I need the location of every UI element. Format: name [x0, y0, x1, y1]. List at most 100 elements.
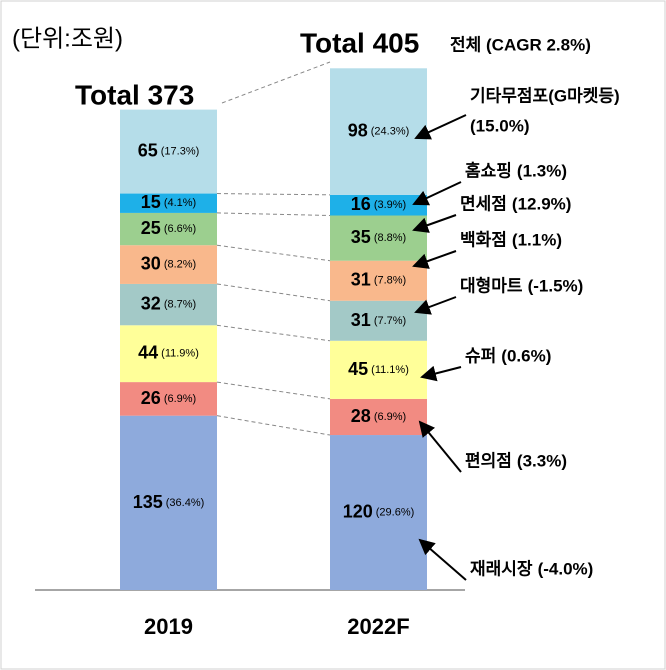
value-label: 31 (7.8%) — [351, 269, 406, 289]
value-label: 65 (17.3%) — [138, 140, 200, 160]
bar-segment — [330, 260, 427, 301]
series-name: 홈쇼핑 — [465, 160, 512, 180]
value-label: 16 (3.9%) — [351, 194, 406, 214]
bar-segment — [120, 325, 217, 383]
value-number: 15 — [141, 192, 161, 212]
value-label: 135 (36.4%) — [133, 492, 205, 512]
bar-segment — [120, 415, 217, 590]
share-label: (17.3%) — [161, 145, 200, 157]
value-label: 26 (6.9%) — [141, 388, 196, 408]
share-label: (6.9%) — [374, 411, 406, 423]
series-growth: (3.3%) — [517, 451, 567, 470]
connector — [216, 193, 331, 196]
series-growth: (-1.5%) — [528, 276, 584, 295]
unit-label: (단위:조원) — [12, 25, 123, 52]
connector — [216, 415, 331, 436]
series-growth: (12.9%) — [512, 194, 572, 213]
value-number: 120 — [343, 501, 373, 521]
share-label: (7.7%) — [374, 315, 406, 327]
total-label: Total 373 — [75, 79, 194, 110]
share-label: (36.4%) — [166, 497, 205, 509]
series-growth: (-4.0%) — [538, 559, 594, 578]
arrow — [418, 420, 462, 473]
series-growth: (15.0%) — [470, 116, 530, 135]
arrow — [414, 296, 457, 315]
series-name: 면세점 — [460, 194, 507, 213]
value-number: 135 — [133, 492, 163, 512]
value-number: 30 — [141, 253, 161, 273]
connector — [221, 61, 331, 104]
connector — [216, 244, 331, 262]
series-growth: (1.3%) — [517, 161, 567, 180]
bar-segment — [120, 283, 217, 326]
bar-segment — [330, 300, 427, 341]
arrow — [420, 365, 462, 382]
bar-segment — [330, 194, 427, 216]
overall-cagr: 전체 (CAGR 2.8%) — [450, 35, 591, 54]
share-label: (8.8%) — [374, 232, 406, 244]
series-growth: (0.6%) — [501, 346, 551, 365]
connector — [216, 283, 331, 302]
value-label: 25 (6.6%) — [141, 218, 196, 238]
series-name: 편의점 — [465, 451, 512, 470]
series-name: 백화점 — [460, 230, 507, 249]
value-number: 44 — [138, 342, 158, 362]
bar-segment — [120, 382, 217, 416]
value-label: 120 (29.6%) — [343, 501, 415, 521]
value-number: 35 — [351, 227, 371, 247]
arrow — [412, 181, 462, 206]
share-label: (24.3%) — [371, 125, 410, 137]
series-name: 대형마트 — [460, 275, 523, 295]
bar-segment — [330, 215, 427, 261]
bar-segment — [330, 435, 427, 590]
bar-segment — [330, 68, 427, 195]
share-label: (8.2%) — [164, 258, 196, 270]
series-name: 기타무점포(G마켓등) — [470, 86, 620, 105]
total-label: Total 405 — [300, 27, 419, 58]
share-label: (6.6%) — [164, 223, 196, 235]
value-label: 98 (24.3%) — [348, 120, 410, 140]
value-label: 32 (8.7%) — [141, 293, 196, 313]
share-label: (6.9%) — [164, 393, 196, 405]
share-label: (29.6%) — [376, 506, 415, 518]
value-label: 44 (11.9%) — [138, 342, 199, 362]
value-number: 16 — [351, 194, 371, 214]
value-label: 45 (11.1%) — [348, 359, 409, 379]
value-number: 32 — [141, 293, 161, 313]
value-label: 15 (4.1%) — [141, 192, 196, 212]
arrow — [412, 250, 457, 269]
value-label: 30 (8.2%) — [141, 253, 196, 273]
share-label: (7.8%) — [374, 275, 406, 287]
bar-segment — [120, 193, 217, 213]
bar-segment — [330, 340, 427, 399]
share-label: (8.7%) — [164, 299, 196, 311]
arrow — [414, 114, 467, 140]
value-number: 28 — [351, 406, 371, 426]
series-name: 재래시장 — [470, 559, 533, 578]
connector — [216, 212, 331, 217]
value-number: 31 — [351, 310, 371, 330]
value-number: 26 — [141, 388, 161, 408]
share-label: (4.1%) — [164, 197, 196, 209]
x-tick-label: 2019 — [144, 614, 193, 639]
value-label: 35 (8.8%) — [351, 227, 406, 247]
share-label: (11.1%) — [371, 364, 409, 376]
bar-segment — [120, 109, 217, 194]
value-number: 98 — [348, 120, 368, 140]
share-label: (11.9%) — [161, 348, 199, 360]
value-label: 28 (6.9%) — [351, 406, 406, 426]
value-number: 31 — [351, 269, 371, 289]
share-label: (3.9%) — [374, 199, 406, 211]
series-growth: (1.1%) — [512, 230, 562, 249]
value-label: 31 (7.7%) — [351, 310, 406, 330]
connector — [216, 324, 331, 342]
bar-segment — [120, 245, 217, 284]
value-number: 45 — [348, 359, 368, 379]
bar-segment — [330, 398, 427, 436]
connector — [216, 381, 331, 400]
arrow — [418, 538, 467, 581]
value-number: 25 — [141, 218, 161, 238]
bar-segment — [120, 212, 217, 246]
x-tick-label: 2022F — [347, 614, 409, 639]
